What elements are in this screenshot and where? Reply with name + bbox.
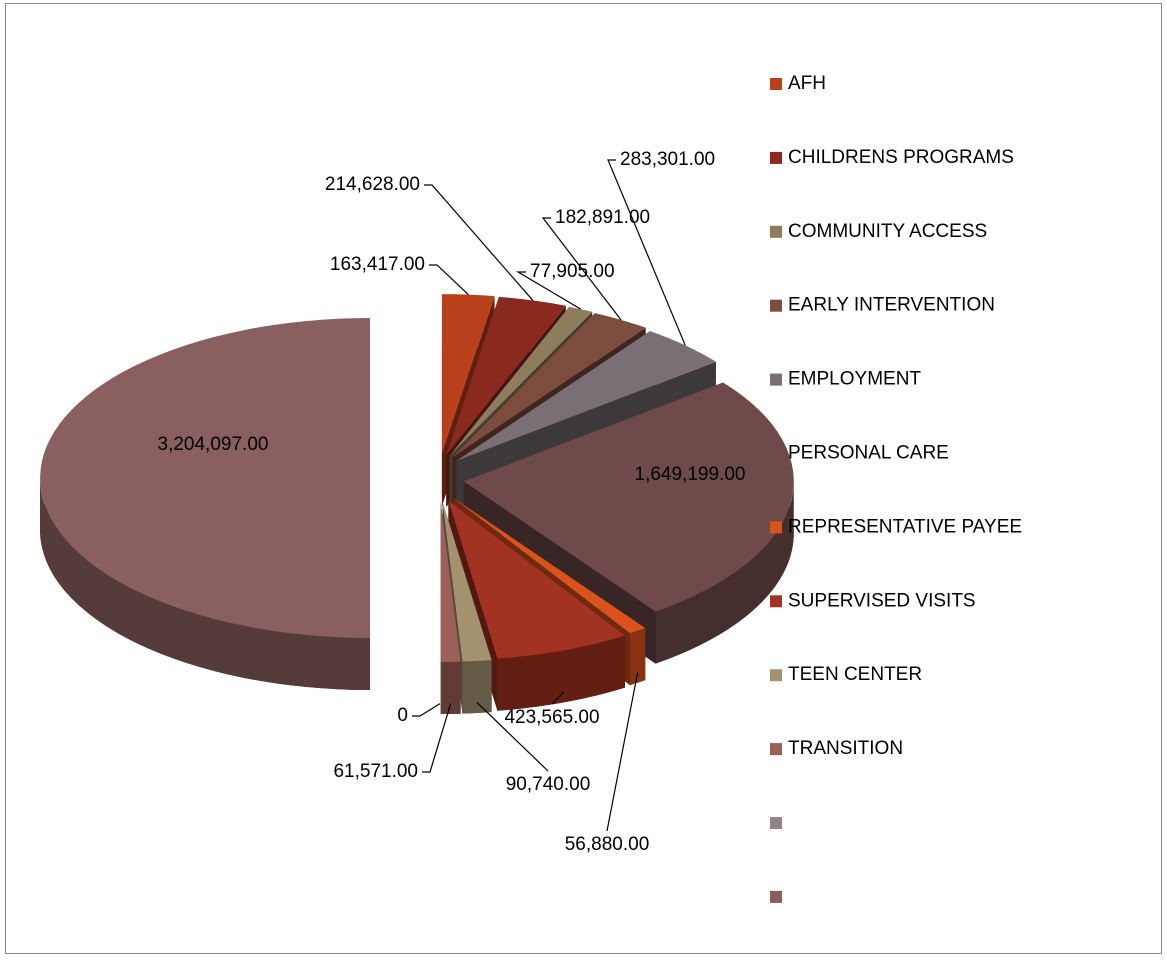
legend-swatch bbox=[770, 447, 782, 460]
data-label: 214,628.00 bbox=[325, 174, 420, 195]
legend-swatch bbox=[770, 521, 782, 534]
legend-swatch bbox=[770, 817, 782, 829]
legend-label: AFH bbox=[788, 73, 826, 94]
data-label: 77,905.00 bbox=[530, 261, 615, 282]
data-label: 3,204,097.00 bbox=[158, 434, 269, 455]
slice-outer-wall bbox=[655, 481, 794, 664]
legend-swatch bbox=[770, 669, 782, 682]
legend-label: PERSONAL CARE bbox=[788, 443, 949, 464]
pie-slice bbox=[463, 382, 794, 612]
leader-line bbox=[476, 702, 549, 772]
legend-label: SUPERVISED VISITS bbox=[788, 590, 976, 611]
legend-label: CHILDRENS PROGRAMS bbox=[788, 147, 1014, 168]
legend-label: REPRESENTATIVE PAYEE bbox=[788, 516, 1022, 537]
data-label: 283,301.00 bbox=[620, 149, 715, 170]
legend-swatch bbox=[770, 151, 782, 164]
legend-swatch bbox=[770, 78, 782, 90]
legend-swatch bbox=[770, 743, 782, 756]
pie-slice bbox=[456, 331, 716, 461]
data-label: 423,565.00 bbox=[504, 707, 599, 728]
data-label: 61,571.00 bbox=[333, 761, 418, 782]
legend-swatch bbox=[770, 225, 782, 238]
legend-label: COMMUNITY ACCESS bbox=[788, 221, 987, 242]
pie-slice bbox=[440, 501, 461, 662]
pie-slice bbox=[452, 313, 646, 458]
leader-line bbox=[551, 691, 565, 705]
leader-line bbox=[412, 703, 441, 717]
slice-outer-wall bbox=[440, 661, 461, 714]
legend-swatch bbox=[770, 595, 782, 608]
leader-line bbox=[422, 703, 452, 773]
pie-slice bbox=[446, 296, 566, 455]
legend-swatch bbox=[770, 890, 782, 903]
leader-line bbox=[424, 184, 534, 301]
slice-outer-wall bbox=[497, 635, 625, 711]
pie-slice bbox=[40, 318, 371, 638]
data-label: 163,417.00 bbox=[330, 254, 425, 275]
slice-outer-wall bbox=[629, 628, 646, 686]
pie-slice bbox=[453, 497, 646, 634]
leader-line bbox=[429, 264, 469, 296]
pie-slice bbox=[441, 294, 495, 455]
pie-slice bbox=[449, 306, 593, 456]
legend-swatch bbox=[770, 373, 782, 386]
legend-swatch bbox=[770, 299, 782, 312]
data-label: 90,740.00 bbox=[506, 774, 591, 795]
data-label: 1,649,199.00 bbox=[635, 464, 746, 485]
legend-label: EMPLOYMENT bbox=[788, 369, 921, 390]
data-label: 56,880.00 bbox=[565, 834, 650, 855]
slice-outer-wall bbox=[40, 478, 370, 690]
leader-line bbox=[515, 271, 582, 310]
legend-label: TEEN CENTER bbox=[788, 664, 922, 685]
legend-label: TRANSITION bbox=[788, 738, 903, 759]
pie-slice bbox=[442, 501, 492, 662]
chart-frame bbox=[5, 3, 1162, 954]
leader-line bbox=[607, 159, 686, 346]
data-label: 182,891.00 bbox=[555, 207, 650, 228]
leader-line bbox=[541, 217, 622, 321]
legend-label: EARLY INTERVENTION bbox=[788, 295, 995, 316]
leader-line bbox=[606, 672, 639, 832]
slice-outer-wall bbox=[462, 660, 492, 714]
data-label: 0 bbox=[397, 705, 408, 726]
pie-slice bbox=[448, 500, 625, 659]
pie-tops bbox=[40, 294, 794, 662]
